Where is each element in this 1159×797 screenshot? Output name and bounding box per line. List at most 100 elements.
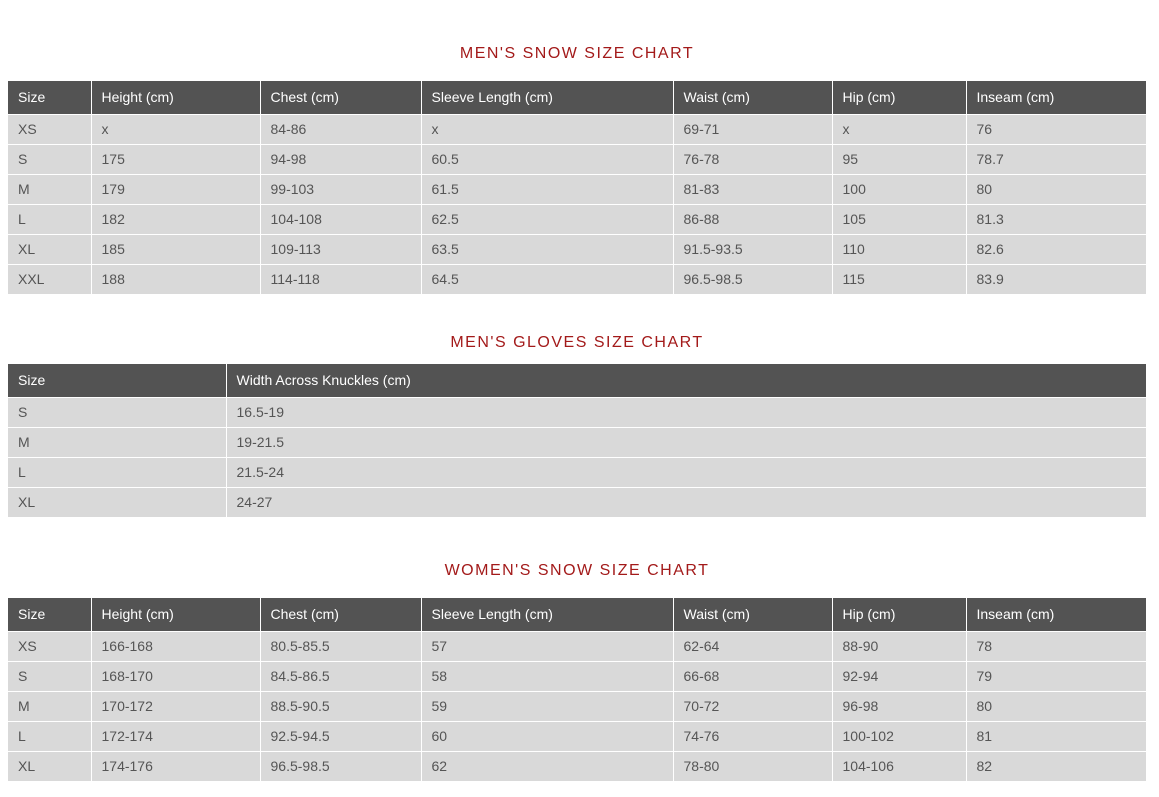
table-row: XXL 188 114-118 64.5 96.5-98.5 115 83.9 bbox=[8, 263, 1146, 294]
table-cell: 83.9 bbox=[965, 263, 1146, 294]
table-cell: 110 bbox=[831, 233, 966, 264]
table-row: L 182 104-108 62.5 86-88 105 81.3 bbox=[8, 203, 1146, 234]
table-row: S 16.5-19 bbox=[8, 396, 1146, 427]
table-row: XS x 84-86 x 69-71 x 76 bbox=[8, 113, 1146, 144]
table-row: S 175 94-98 60.5 76-78 95 78.7 bbox=[8, 143, 1146, 174]
table-cell: 104-108 bbox=[259, 203, 421, 234]
table-cell: 66-68 bbox=[672, 660, 832, 691]
table-cell: 188 bbox=[90, 263, 260, 294]
table-cell: 76-78 bbox=[672, 143, 832, 174]
table-cell: 94-98 bbox=[259, 143, 421, 174]
table-cell: M bbox=[8, 690, 91, 721]
table-cell: 58 bbox=[420, 660, 673, 691]
table-cell: L bbox=[8, 720, 91, 751]
column-header: Chest (cm) bbox=[259, 81, 421, 114]
table-cell: 84-86 bbox=[259, 113, 421, 144]
table-cell: 80.5-85.5 bbox=[259, 630, 421, 661]
mens-gloves-table: Size Width Across Knuckles (cm) S 16.5-19 M 1… bbox=[8, 364, 1146, 517]
table-cell: XL bbox=[8, 750, 91, 781]
column-header: Inseam (cm) bbox=[965, 81, 1146, 114]
table-cell: S bbox=[8, 396, 226, 427]
womens-snow-title: WOMEN'S SNOW SIZE CHART bbox=[444, 562, 710, 579]
table-row: M 19-21.5 bbox=[8, 426, 1146, 457]
column-header: Size bbox=[8, 598, 91, 631]
table-cell: 76 bbox=[965, 113, 1146, 144]
table-cell: x bbox=[90, 113, 260, 144]
table-cell: S bbox=[8, 143, 91, 174]
header-row: Size Width Across Knuckles (cm) bbox=[8, 364, 1146, 397]
table-row: XL 24-27 bbox=[8, 486, 1146, 517]
table-cell: 82.6 bbox=[965, 233, 1146, 264]
column-header: Chest (cm) bbox=[259, 598, 421, 631]
table-cell: 100 bbox=[831, 173, 966, 204]
table-cell: XS bbox=[8, 630, 91, 661]
table-cell: M bbox=[8, 426, 226, 457]
table-cell: 96.5-98.5 bbox=[259, 750, 421, 781]
column-header: Waist (cm) bbox=[672, 81, 832, 114]
table-cell: 114-118 bbox=[259, 263, 421, 294]
table-cell: 24-27 bbox=[225, 486, 1146, 517]
table-cell: 84.5-86.5 bbox=[259, 660, 421, 691]
table-row: M 179 99-103 61.5 81-83 100 80 bbox=[8, 173, 1146, 204]
table-cell: 99-103 bbox=[259, 173, 421, 204]
mens-gloves-title: MEN'S GLOVES SIZE CHART bbox=[450, 334, 704, 351]
table-cell: L bbox=[8, 203, 91, 234]
table-cell: 57 bbox=[420, 630, 673, 661]
table-cell: 78 bbox=[965, 630, 1146, 661]
table-row: M 170-172 88.5-90.5 59 70-72 96-98 80 bbox=[8, 690, 1146, 721]
table-cell: 62 bbox=[420, 750, 673, 781]
table-cell: 115 bbox=[831, 263, 966, 294]
table-row: S 168-170 84.5-86.5 58 66-68 92-94 79 bbox=[8, 660, 1146, 691]
table-cell: 60 bbox=[420, 720, 673, 751]
table-cell: 70-72 bbox=[672, 690, 832, 721]
table-cell: 105 bbox=[831, 203, 966, 234]
table-cell: XS bbox=[8, 113, 91, 144]
mens-snow-title: MEN'S SNOW SIZE CHART bbox=[459, 45, 695, 62]
table-cell: 166-168 bbox=[90, 630, 260, 661]
table-cell: 19-21.5 bbox=[225, 426, 1146, 457]
table-cell: 96-98 bbox=[831, 690, 966, 721]
table-cell: 69-71 bbox=[672, 113, 832, 144]
table-cell: 92-94 bbox=[831, 660, 966, 691]
table-cell: 16.5-19 bbox=[225, 396, 1146, 427]
table-cell: x bbox=[420, 113, 673, 144]
table-cell: 81 bbox=[965, 720, 1146, 751]
table-cell: 174-176 bbox=[90, 750, 260, 781]
table-cell: 170-172 bbox=[90, 690, 260, 721]
column-header: Height (cm) bbox=[90, 81, 260, 114]
table-cell: 63.5 bbox=[420, 233, 673, 264]
table-cell: 92.5-94.5 bbox=[259, 720, 421, 751]
table-cell: 185 bbox=[90, 233, 260, 264]
column-header: Size bbox=[8, 364, 226, 397]
mens-snow-table: Size Height (cm) Chest (cm) Sleeve Length (… bbox=[8, 81, 1146, 294]
table-cell: 79 bbox=[965, 660, 1146, 691]
table-row: L 21.5-24 bbox=[8, 456, 1146, 487]
table-cell: 182 bbox=[90, 203, 260, 234]
column-header: Size bbox=[8, 81, 91, 114]
table-cell: 104-106 bbox=[831, 750, 966, 781]
table-cell: 100-102 bbox=[831, 720, 966, 751]
table-row: XL 185 109-113 63.5 91.5-93.5 110 82.6 bbox=[8, 233, 1146, 264]
header-row: Size Height (cm) Chest (cm) Sleeve Length (… bbox=[8, 81, 1146, 114]
column-header: Waist (cm) bbox=[672, 598, 832, 631]
column-header: Hip (cm) bbox=[831, 81, 966, 114]
table-cell: 64.5 bbox=[420, 263, 673, 294]
table-cell: XL bbox=[8, 486, 226, 517]
table-cell: M bbox=[8, 173, 91, 204]
table-cell: 81.3 bbox=[965, 203, 1146, 234]
table-cell: 62.5 bbox=[420, 203, 673, 234]
table-cell: 80 bbox=[965, 690, 1146, 721]
table-cell: 88-90 bbox=[831, 630, 966, 661]
table-cell: 179 bbox=[90, 173, 260, 204]
table-cell: 96.5-98.5 bbox=[672, 263, 832, 294]
table-cell: L bbox=[8, 456, 226, 487]
table-cell: XXL bbox=[8, 263, 91, 294]
table-cell: 78.7 bbox=[965, 143, 1146, 174]
table-cell: x bbox=[831, 113, 966, 144]
table-cell: 91.5-93.5 bbox=[672, 233, 832, 264]
column-header: Height (cm) bbox=[90, 598, 260, 631]
column-header: Inseam (cm) bbox=[965, 598, 1146, 631]
table-cell: 81-83 bbox=[672, 173, 832, 204]
table-cell: 172-174 bbox=[90, 720, 260, 751]
table-cell: 86-88 bbox=[672, 203, 832, 234]
